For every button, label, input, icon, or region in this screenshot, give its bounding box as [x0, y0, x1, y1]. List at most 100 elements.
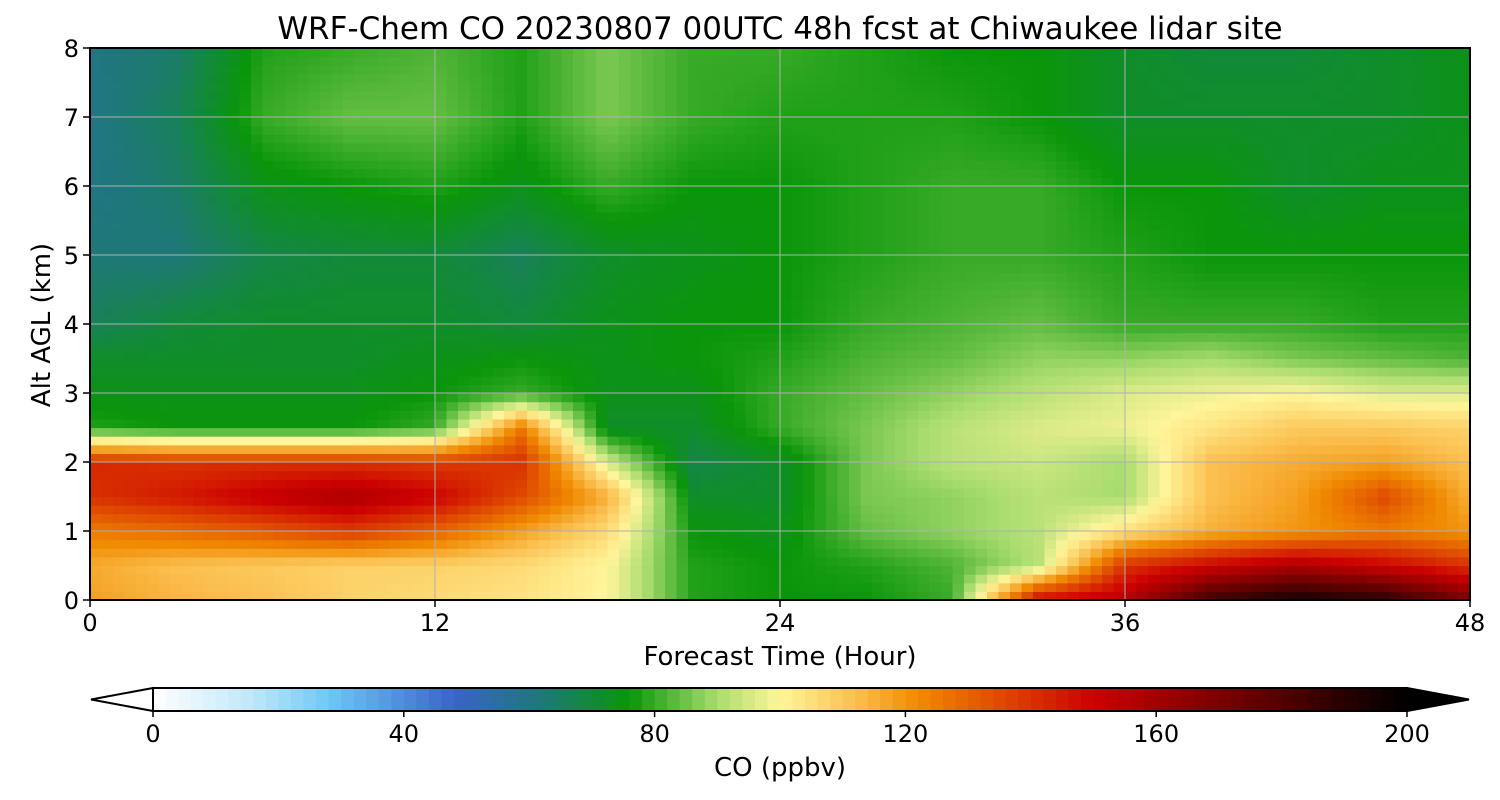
heatmap-cell	[1033, 565, 1046, 575]
heatmap-cell	[1079, 280, 1092, 291]
heatmap-cell	[90, 306, 103, 316]
heatmap-cell	[607, 556, 620, 567]
heatmap-cell	[343, 453, 356, 463]
heatmap-cell	[136, 591, 149, 601]
heatmap-cell	[895, 436, 908, 446]
heatmap-cell	[492, 470, 505, 480]
heatmap-cell	[205, 384, 218, 394]
heatmap-cell	[308, 427, 321, 437]
heatmap-cell	[1435, 453, 1448, 463]
heatmap-cell	[780, 315, 793, 325]
heatmap-cell	[389, 237, 402, 247]
heatmap-cell	[389, 341, 402, 351]
heatmap-cell	[1033, 418, 1046, 429]
heatmap-cell	[228, 375, 241, 385]
heatmap-cell	[676, 393, 689, 403]
heatmap-cell	[101, 272, 114, 282]
heatmap-cell	[343, 496, 356, 506]
heatmap-cell	[550, 341, 563, 351]
heatmap-cell	[458, 479, 471, 489]
heatmap-cell	[941, 280, 954, 291]
heatmap-cell	[676, 522, 689, 532]
heatmap-cell	[607, 384, 620, 394]
heatmap-cell	[826, 470, 839, 480]
heatmap-cell	[320, 436, 333, 446]
heatmap-cell	[274, 513, 287, 523]
heatmap-cell	[607, 462, 620, 472]
heatmap-cell	[354, 289, 367, 299]
heatmap-cell	[1079, 246, 1092, 256]
heatmap-cell	[941, 272, 954, 282]
heatmap-cell	[584, 574, 597, 584]
heatmap-cell	[331, 289, 344, 299]
heatmap-cell	[193, 341, 206, 351]
heatmap-cell	[768, 375, 781, 385]
heatmap-cell	[1159, 263, 1172, 273]
heatmap-cell	[1205, 306, 1218, 316]
heatmap-cell	[964, 548, 977, 558]
heatmap-cell	[1125, 513, 1138, 523]
heatmap-cell	[734, 436, 747, 446]
heatmap-cell	[1274, 574, 1287, 584]
heatmap-cell	[412, 298, 425, 308]
heatmap-cell	[101, 315, 114, 325]
heatmap-cell	[251, 522, 264, 532]
heatmap-cell	[481, 505, 494, 515]
heatmap-cell	[895, 349, 908, 360]
heatmap-cell	[895, 591, 908, 601]
heatmap-cell	[941, 306, 954, 316]
heatmap-cell	[205, 324, 218, 334]
heatmap-cell	[423, 384, 436, 394]
heatmap-cell	[757, 453, 770, 463]
heatmap-cell	[182, 556, 195, 567]
heatmap-cell	[918, 255, 931, 265]
heatmap-cell	[1274, 531, 1287, 541]
heatmap-cell	[1021, 324, 1034, 334]
heatmap-cell	[699, 582, 712, 592]
heatmap-cell	[1090, 427, 1103, 437]
heatmap-cell	[124, 410, 137, 420]
heatmap-cell	[251, 358, 264, 368]
heatmap-cell	[1102, 591, 1115, 601]
heatmap-cell	[814, 462, 827, 472]
heatmap-cell	[596, 324, 609, 334]
heatmap-cell	[469, 436, 482, 446]
heatmap-cell	[1067, 427, 1080, 437]
heatmap-cell	[1171, 548, 1184, 558]
heatmap-cell	[895, 444, 908, 454]
heatmap-cell	[435, 436, 448, 446]
heatmap-cell	[1228, 565, 1241, 575]
heatmap-cell	[1378, 272, 1391, 282]
heatmap-cell	[515, 496, 528, 506]
heatmap-cell	[435, 565, 448, 575]
heatmap-cell	[550, 548, 563, 558]
heatmap-cell	[1251, 384, 1264, 394]
heatmap-cell	[642, 341, 655, 351]
heatmap-cell	[1125, 556, 1138, 567]
heatmap-cell	[975, 591, 988, 601]
heatmap-cell	[182, 375, 195, 385]
heatmap-cell	[1343, 462, 1356, 472]
heatmap-cell	[1125, 272, 1138, 282]
heatmap-cell	[780, 522, 793, 532]
heatmap-cell	[1113, 531, 1126, 541]
heatmap-cell	[1274, 272, 1287, 282]
heatmap-cell	[1343, 306, 1356, 316]
heatmap-cell	[1171, 341, 1184, 351]
heatmap-cell	[573, 237, 586, 247]
heatmap-cell	[653, 453, 666, 463]
heatmap-cell	[492, 548, 505, 558]
heatmap-cell	[998, 272, 1011, 282]
heatmap-cell	[1217, 315, 1230, 325]
heatmap-cell	[481, 375, 494, 385]
heatmap-cell	[1056, 487, 1069, 498]
heatmap-cell	[1136, 565, 1149, 575]
heatmap-cell	[849, 565, 862, 575]
heatmap-cell	[1286, 401, 1299, 411]
heatmap-cell	[665, 556, 678, 567]
heatmap-cell	[642, 513, 655, 523]
heatmap-cell	[1010, 470, 1023, 480]
heatmap-cell	[343, 393, 356, 403]
heatmap-cell	[124, 436, 137, 446]
heatmap-cell	[320, 487, 333, 498]
